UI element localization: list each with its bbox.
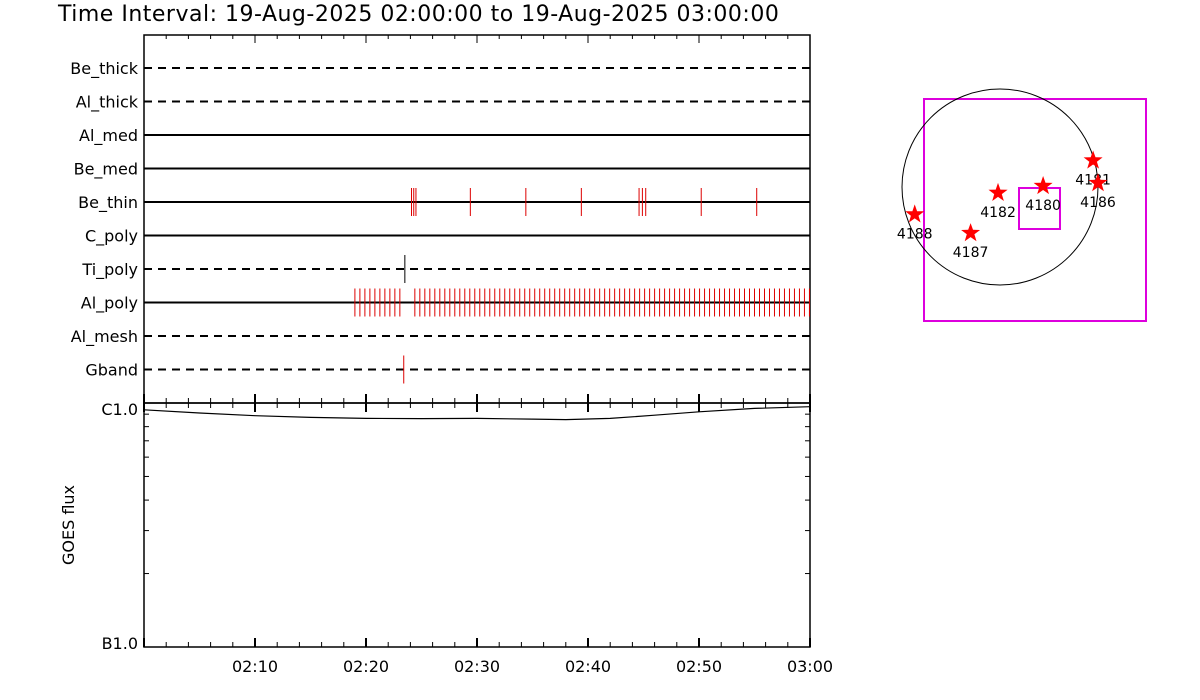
x-tick-label-02:30: 02:30 — [454, 657, 500, 676]
region-label-4186: 4186 — [1080, 195, 1116, 211]
region-star-4180 — [1033, 176, 1053, 195]
region-star-4188 — [905, 204, 925, 223]
y-tick-label-top: C1.0 — [101, 400, 138, 419]
region-star-4187 — [961, 223, 981, 242]
region-label-4188: 4188 — [897, 226, 933, 242]
x-tick-label-02:40: 02:40 — [565, 657, 611, 676]
region-star-4182 — [988, 182, 1008, 201]
solar-disk — [901, 88, 1099, 286]
x-tick-label-03:00: 03:00 — [787, 657, 833, 676]
x-tick-label-02:10: 02:10 — [232, 657, 278, 676]
region-label-4187: 4187 — [953, 245, 989, 261]
filter-label-Ti_poly: Ti_poly — [81, 260, 138, 280]
y-axis-label: GOES flux — [59, 485, 78, 565]
goes-panel-frame — [143, 402, 811, 648]
region-label-4180: 4180 — [1025, 198, 1061, 214]
x-tick-label-02:20: 02:20 — [343, 657, 389, 676]
filter-label-Al_thick: Al_thick — [76, 93, 139, 113]
filter-label-Be_thin: Be_thin — [78, 193, 138, 213]
region-star-4181 — [1083, 150, 1103, 169]
filter-label-Al_poly: Al_poly — [81, 294, 138, 314]
event-panel-frame — [143, 34, 811, 404]
goes-flux-line — [143, 406, 811, 421]
filter-label-C_poly: C_poly — [85, 227, 138, 247]
filter-label-Be_thick: Be_thick — [70, 59, 138, 79]
fov-box-large — [923, 98, 1147, 322]
filter-label-Gband: Gband — [85, 361, 138, 380]
y-tick-label-bottom: B1.0 — [102, 634, 138, 653]
filter-label-Be_med: Be_med — [74, 160, 138, 180]
chart-title: Time Interval: 19-Aug-2025 02:00:00 to 1… — [58, 2, 780, 27]
filter-label-Al_med: Al_med — [79, 126, 138, 146]
filter-label-Al_mesh: Al_mesh — [71, 327, 138, 347]
region-star-4186 — [1088, 173, 1108, 192]
region-label-4182: 4182 — [980, 205, 1016, 221]
x-tick-label-02:50: 02:50 — [676, 657, 722, 676]
